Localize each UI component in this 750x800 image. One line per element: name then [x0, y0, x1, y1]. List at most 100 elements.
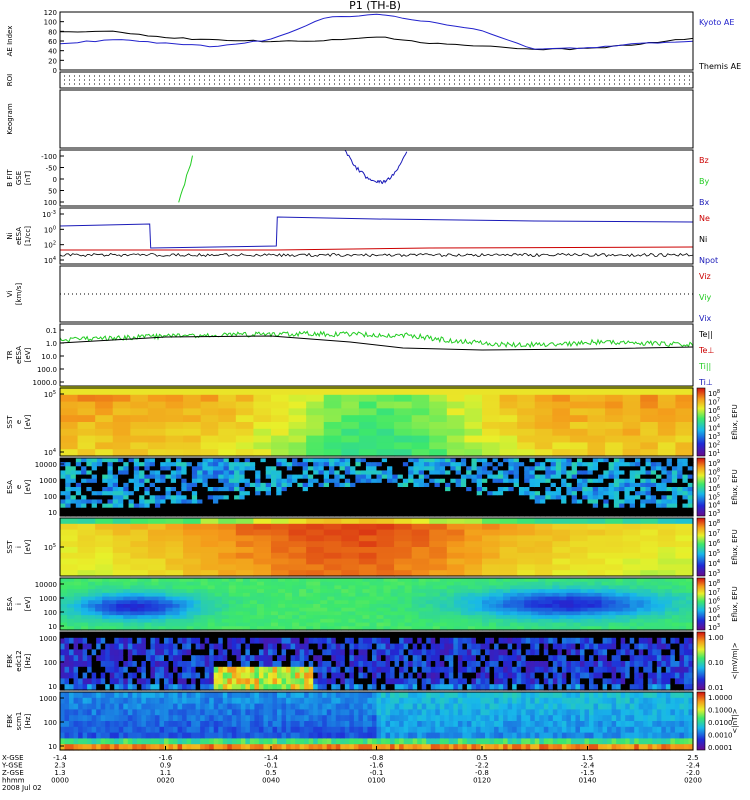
esa-e-cell: [666, 466, 673, 472]
fbk-e-cell: [530, 672, 536, 679]
sst-i-cell: [482, 564, 501, 571]
sst-i-cell: [534, 518, 553, 525]
esa-e-cell: [355, 491, 362, 496]
fbk-e-cell: [403, 632, 409, 639]
esa-e-cell: [96, 487, 103, 492]
esa-i-cell: [573, 604, 582, 609]
esa-e-cell: [160, 511, 167, 517]
esa-i-cell: [193, 600, 202, 605]
esa-e-cell: [413, 462, 420, 467]
esa-e-cell: [671, 503, 678, 509]
fbk-e-cell: [281, 632, 287, 639]
esa-e-cell: [165, 474, 172, 480]
sst-i-cell: [235, 570, 255, 577]
sst-e-cell: [112, 415, 131, 423]
esa-e-cell: [160, 503, 167, 509]
esa-e-cell: [608, 470, 615, 476]
fbk-e-cell: [489, 672, 495, 679]
sst-e-cell: [622, 394, 641, 403]
esa-i-cell: [376, 607, 385, 613]
fbk-e-cell: [295, 678, 301, 685]
esa-i-cell: [327, 596, 335, 601]
esa-e-cell: [497, 487, 504, 492]
fbk-e-cell: [159, 632, 165, 639]
fbk-e-cell: [475, 684, 482, 691]
esa-i-cell: [362, 581, 371, 587]
esa-i-cell: [137, 622, 145, 627]
esa-e-cell: [260, 482, 267, 488]
esa-e-cell: [603, 511, 610, 517]
esa-i-cell: [664, 604, 673, 609]
fbk-e-cell: [73, 649, 79, 656]
esa-e-cell: [297, 495, 304, 501]
fbk-e-cell: [444, 655, 450, 662]
sst-i-cell: [200, 547, 219, 554]
esa-i-cell: [545, 589, 553, 594]
esa-i-cell: [376, 589, 385, 594]
esa-e-cell: [524, 478, 531, 484]
fbk-e-cell: [213, 632, 219, 639]
esa-e-cell: [176, 499, 182, 505]
fbk-e-cell: [281, 672, 287, 679]
esa-i-cell: [657, 600, 666, 605]
sst-e-cell: [482, 394, 501, 403]
fbk-e-cell: [530, 684, 536, 691]
fbk-e-cell: [245, 655, 251, 662]
esa-i-cell: [503, 615, 511, 620]
sst-e-cell: [235, 435, 255, 443]
fbk-e-cell: [457, 643, 464, 650]
esa-e-cell: [70, 478, 77, 484]
fbk-e-cell: [589, 643, 595, 650]
esa-e-cell: [645, 470, 652, 476]
sst-e-cell: [429, 442, 448, 450]
esa-e-cell: [376, 478, 383, 484]
esa-i-cell: [496, 585, 504, 590]
esa-e-cell: [540, 507, 546, 513]
fbk-e-cell: [485, 661, 491, 668]
esa-e-cell: [60, 478, 66, 484]
sst-i-cell: [429, 541, 448, 548]
esa-e-cell: [645, 478, 652, 484]
fbk-e-cell: [570, 684, 577, 691]
fbk-e-cell: [227, 649, 233, 656]
fbk-e-cell: [209, 649, 215, 656]
fbk-e-cell: [430, 643, 436, 650]
esa-i-cell: [671, 578, 680, 583]
esa-i-cell: [538, 585, 546, 590]
esa-e-cell: [181, 482, 188, 488]
fbk-e-cell: [412, 649, 418, 656]
fbk-e-cell: [462, 661, 468, 668]
esa-e-cell: [234, 466, 240, 472]
fbk-e-cell: [647, 678, 653, 685]
esa-e-cell: [191, 466, 198, 472]
fbk-e-cell: [123, 632, 129, 639]
esa-e-cell: [476, 458, 483, 463]
esa-e-cell: [645, 458, 652, 463]
esa-i-cell: [411, 581, 420, 587]
esa-i-cell: [355, 585, 364, 590]
fbk-e-cell: [362, 666, 369, 674]
esa-i-cell: [102, 615, 110, 620]
fbk-e-cell: [340, 649, 346, 656]
esa-i-cell: [362, 585, 371, 590]
esa-e-cell: [402, 511, 409, 517]
esa-e-cell: [91, 507, 98, 513]
fbk-e-cell: [308, 666, 314, 674]
esa-e-cell: [687, 482, 694, 488]
sst-i-cell: [130, 552, 149, 560]
fbk-e-cell: [552, 632, 558, 639]
esa-i-cell: [552, 589, 560, 594]
esa-e-cell: [302, 458, 309, 463]
esa-i-cell: [615, 585, 624, 590]
fbk-e-cell: [69, 678, 75, 685]
esa-i-cell: [559, 611, 567, 616]
fbk-e-cell: [186, 678, 192, 685]
esa-e-cell: [86, 470, 93, 476]
esa-i-cell: [482, 622, 490, 627]
fbk-e-cell: [245, 661, 251, 668]
esa-i-cell: [74, 592, 82, 598]
esa-i-cell: [482, 618, 490, 624]
esa-e-cell: [513, 503, 520, 509]
fbk-e-cell: [335, 678, 341, 685]
fbk-e-cell: [322, 666, 328, 674]
